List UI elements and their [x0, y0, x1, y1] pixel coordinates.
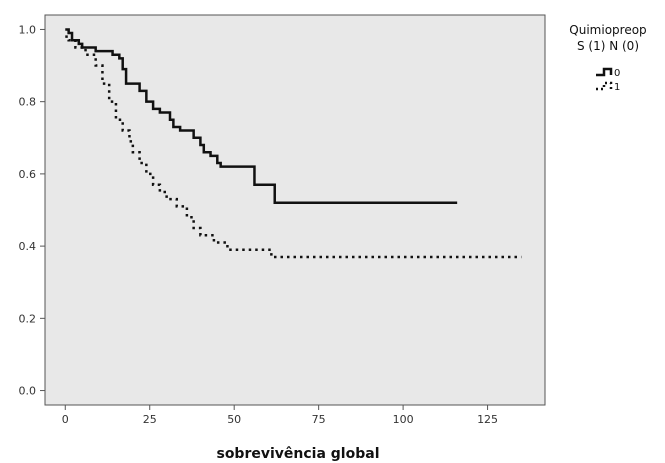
y-axis: 0.0 0.2 0.4 0.6 0.8 1.0 — [19, 23, 45, 398]
x-tick-label: 125 — [477, 413, 498, 426]
legend-swatch-1 — [596, 81, 613, 91]
x-axis-label: sobrevivência global — [216, 446, 379, 462]
x-axis: 0 25 50 75 100 125 — [62, 405, 498, 426]
x-tick-label: 25 — [143, 413, 157, 426]
legend: Quimiopreop S (1) N (0) 01 — [569, 23, 646, 93]
x-tick-label: 0 — [62, 413, 69, 426]
series-layer — [65, 28, 522, 259]
y-tick-label: 0.4 — [19, 240, 37, 253]
survival-curve-0 — [65, 28, 458, 205]
legend-title-line1: Quimiopreop — [569, 23, 646, 37]
legend-items: 01 — [596, 67, 620, 93]
y-tick-label: 0.8 — [19, 96, 37, 109]
y-tick-label: 0.6 — [19, 168, 37, 181]
x-tick-label: 50 — [227, 413, 241, 426]
x-tick-label: 75 — [312, 413, 326, 426]
survival-curve-1 — [65, 35, 522, 259]
y-tick-label: 0.0 — [19, 385, 37, 398]
legend-label-0: 0 — [614, 68, 620, 79]
y-tick-label: 1.0 — [19, 23, 37, 36]
plot-area — [44, 14, 546, 406]
y-tick-label: 0.2 — [19, 312, 37, 325]
legend-title-line2: S (1) N (0) — [577, 39, 639, 53]
legend-label-1: 1 — [614, 82, 620, 93]
x-tick-label: 100 — [393, 413, 414, 426]
legend-swatch-0 — [596, 67, 613, 77]
